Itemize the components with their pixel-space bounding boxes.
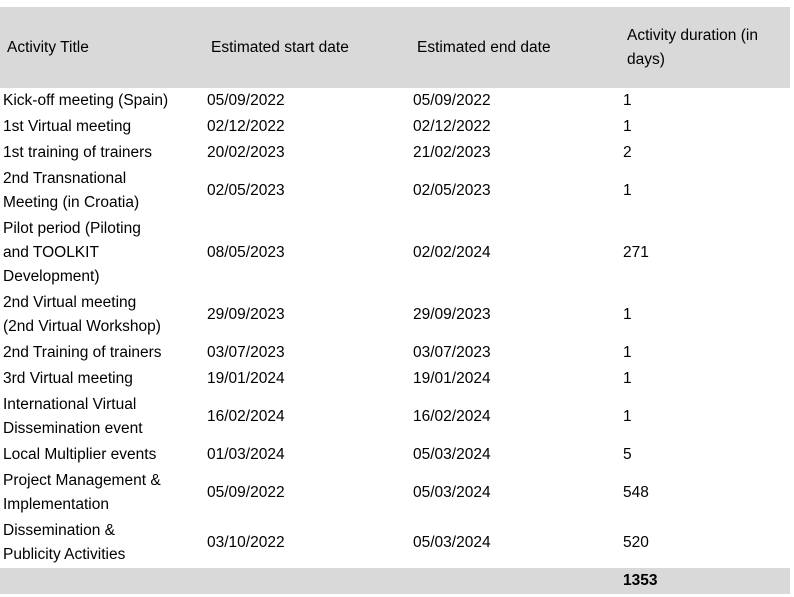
cell-activity-title: Local Multiplier events: [3, 446, 157, 463]
total-row-empty-cell: [410, 568, 620, 594]
cell-activity-title: Project Management & Implementation: [3, 472, 161, 513]
cell-activity-title: 2nd Virtual meeting (2nd Virtual Worksho…: [3, 294, 161, 335]
cell-start-date: 03/10/2022: [207, 534, 285, 551]
cell-start-date: 16/02/2024: [207, 408, 285, 425]
total-row-empty-cell: [204, 568, 410, 594]
cell-duration: 1: [623, 118, 632, 135]
cell-duration: 1: [623, 306, 632, 323]
cell-duration: 1: [623, 408, 632, 425]
cell-start-date: 02/12/2022: [207, 118, 285, 135]
total-row: 1353: [0, 568, 790, 594]
cell-duration: 548: [623, 484, 649, 501]
cell-start-date: 05/09/2022: [207, 92, 285, 109]
cell-end-date: 05/03/2024: [413, 446, 491, 463]
cell-end-date: 03/07/2023: [413, 344, 491, 361]
table-row: Local Multiplier events 01/03/2024 05/03/2…: [0, 442, 790, 468]
table-row: Pilot period (Piloting and TOOLKIT Devel…: [0, 216, 790, 290]
cell-activity-title: Pilot period (Piloting and TOOLKIT Devel…: [3, 220, 141, 285]
total-duration-value: 1353: [620, 568, 790, 594]
table-row: 1st Virtual meeting 02/12/2022 02/12/2022 1: [0, 114, 790, 140]
cell-start-date: 08/05/2023: [207, 244, 285, 261]
cell-duration: 1: [623, 370, 632, 387]
cell-start-date: 19/01/2024: [207, 370, 285, 387]
cell-end-date: 02/05/2023: [413, 182, 491, 199]
header-activity-title: Activity Title: [0, 7, 204, 88]
cell-end-date: 21/02/2023: [413, 144, 491, 161]
cell-activity-title: Kick-off meeting (Spain): [3, 92, 169, 109]
table-row: International Virtual Dissemination even…: [0, 392, 790, 442]
table-row: 2nd Virtual meeting (2nd Virtual Worksho…: [0, 290, 790, 340]
table-body: Kick-off meeting (Spain) 05/09/2022 05/09/…: [0, 88, 790, 568]
table-row: 3rd Virtual meeting 19/01/2024 19/01/2024 1: [0, 366, 790, 392]
cell-start-date: 20/02/2023: [207, 144, 285, 161]
cell-activity-title: 3rd Virtual meeting: [3, 370, 133, 387]
cell-start-date: 02/05/2023: [207, 182, 285, 199]
table-row: 2nd Training of trainers 03/07/2023 03/07/…: [0, 340, 790, 366]
cell-end-date: 05/03/2024: [413, 484, 491, 501]
header-activity-duration: Activity duration (in days): [620, 7, 790, 88]
cell-duration: 1: [623, 344, 632, 361]
cell-activity-title: International Virtual Dissemination even…: [3, 396, 143, 437]
cell-duration: 1: [623, 182, 632, 199]
cell-end-date: 29/09/2023: [413, 306, 491, 323]
table-row: Dissemination & Publicity Activities 03/1…: [0, 518, 790, 568]
cell-duration: 2: [623, 144, 632, 161]
cell-activity-title: 2nd Training of trainers: [3, 344, 162, 361]
activity-schedule-table: Activity Title Estimated start date Esti…: [0, 7, 790, 594]
header-estimated-end-date: Estimated end date: [410, 7, 620, 88]
cell-end-date: 02/02/2024: [413, 244, 491, 261]
table-header-row: Activity Title Estimated start date Esti…: [0, 7, 790, 88]
cell-activity-title: 1st training of trainers: [3, 144, 153, 161]
cell-duration: 520: [623, 534, 649, 551]
table-row: Kick-off meeting (Spain) 05/09/2022 05/09/…: [0, 88, 790, 114]
cell-end-date: 05/09/2022: [413, 92, 491, 109]
cell-start-date: 01/03/2024: [207, 446, 285, 463]
header-estimated-start-date: Estimated start date: [204, 7, 410, 88]
cell-end-date: 05/03/2024: [413, 534, 491, 551]
cell-end-date: 16/02/2024: [413, 408, 491, 425]
cell-activity-title: 1st Virtual meeting: [3, 118, 132, 135]
cell-duration: 1: [623, 92, 632, 109]
cell-end-date: 19/01/2024: [413, 370, 491, 387]
table-row: 2nd Transnational Meeting (in Croatia) 02…: [0, 166, 790, 216]
cell-start-date: 03/07/2023: [207, 344, 285, 361]
total-row-empty-cell: [0, 568, 204, 594]
cell-start-date: 29/09/2023: [207, 306, 285, 323]
cell-activity-title: 2nd Transnational Meeting (in Croatia): [3, 170, 140, 211]
cell-start-date: 05/09/2022: [207, 484, 285, 501]
cell-end-date: 02/12/2022: [413, 118, 491, 135]
table-row: Project Management & Implementation 05/09…: [0, 468, 790, 518]
cell-activity-title: Dissemination & Publicity Activities: [3, 522, 126, 563]
table-row: 1st training of trainers 20/02/2023 21/02/…: [0, 140, 790, 166]
cell-duration: 5: [623, 446, 632, 463]
cell-duration: 271: [623, 244, 649, 261]
